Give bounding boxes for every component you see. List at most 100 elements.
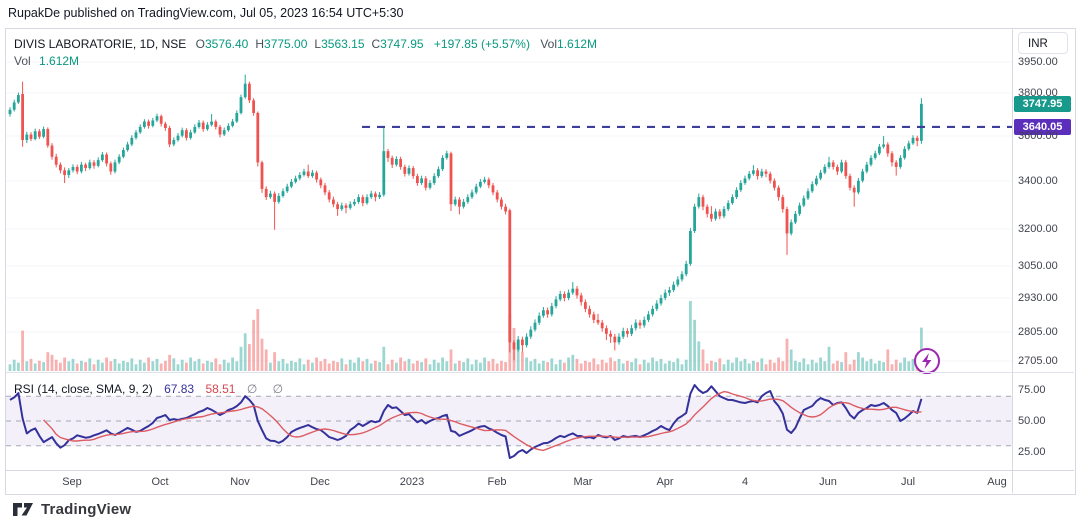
volume-bar	[214, 358, 218, 371]
volume-bar	[344, 364, 348, 371]
volume-bar	[231, 357, 234, 371]
candle-body	[290, 181, 293, 187]
volume-bar	[701, 349, 705, 371]
candle-body	[332, 199, 335, 205]
volume-bar	[621, 363, 625, 371]
volume-bar	[365, 358, 369, 371]
volume-bar	[827, 346, 831, 371]
volume-bar	[836, 360, 839, 371]
volume-bar	[155, 358, 159, 371]
lightning-bolt-icon	[922, 353, 932, 369]
candle-body	[810, 184, 814, 192]
volume-bar	[634, 358, 638, 371]
volume-bar	[38, 360, 41, 371]
candle-body	[621, 331, 625, 337]
volume-bar	[596, 364, 600, 371]
candle-body	[84, 164, 87, 169]
volume-bar	[739, 361, 743, 371]
candle-body	[567, 292, 570, 299]
volume-legend: Vol 1.612M	[14, 54, 79, 68]
symbol-legend: DIVIS LABORATORIE, 1D, NSE O3576.40 H3775…	[14, 37, 604, 51]
attribution-text: RupakDe published on TradingView.com, Ju…	[8, 6, 404, 20]
volume-bar	[605, 362, 608, 371]
volume-bar	[180, 359, 184, 371]
volume-bar	[705, 363, 709, 371]
candle-body	[542, 310, 545, 316]
candle-body	[857, 180, 860, 193]
candle-body	[231, 121, 234, 126]
candle-body	[773, 180, 776, 188]
volume-bar	[773, 362, 776, 371]
candle-body	[920, 103, 923, 141]
candle-body	[80, 164, 83, 172]
rsi-title[interactable]: RSI (14, close, SMA, 9, 2)	[14, 382, 153, 396]
symbol-title[interactable]: DIVIS LABORATORIE, 1D, NSE	[14, 37, 187, 51]
volume-bar	[239, 346, 243, 371]
candle-body	[432, 176, 436, 184]
candle-body	[189, 132, 192, 138]
currency-toggle-button[interactable]: INR	[1018, 32, 1068, 54]
volume-bar	[600, 359, 604, 371]
volume-bar	[911, 358, 915, 371]
candle-body	[525, 336, 528, 346]
volume-legend-label[interactable]: Vol	[14, 54, 31, 68]
pane-separator[interactable]	[6, 372, 1074, 373]
candle-body	[558, 294, 562, 300]
volume-bar	[138, 359, 142, 371]
candle-body	[193, 126, 197, 133]
volume-bar	[579, 363, 583, 371]
candle-body	[508, 210, 512, 343]
price-tick-label: 2930.00	[1018, 292, 1058, 304]
volume-inline-label: Vol	[540, 37, 558, 51]
volume-bar	[852, 359, 856, 371]
volume-bar	[71, 358, 75, 371]
candle-body	[550, 306, 554, 315]
volume-bar	[168, 354, 171, 371]
candle-body	[747, 173, 751, 179]
candle-body	[336, 204, 339, 210]
volume-bar	[609, 357, 612, 371]
candle-body	[92, 162, 96, 166]
volume-bar	[185, 362, 188, 371]
volume-bar	[726, 359, 730, 371]
candle-body	[214, 121, 218, 127]
candle-body	[277, 195, 281, 202]
rsi-value: 67.83	[164, 382, 195, 396]
volume-bar	[894, 359, 898, 371]
candle-body	[739, 183, 743, 191]
candle-body	[176, 135, 180, 141]
candle-body	[348, 204, 352, 208]
price-tick-label: 3950.00	[1018, 56, 1058, 68]
volume-bar	[59, 362, 62, 371]
volume-bar	[592, 358, 596, 371]
candle-body	[420, 178, 423, 184]
ohlc-token: H3775.00	[255, 37, 308, 51]
candle-body	[571, 288, 575, 293]
volume-bar	[470, 364, 474, 371]
candle-body	[369, 193, 373, 198]
volume-bar	[546, 362, 549, 371]
volume-bar	[197, 358, 201, 371]
volume-bar	[390, 359, 394, 371]
volume-bar	[340, 358, 344, 371]
volume-bar	[865, 361, 869, 371]
candle-body	[411, 168, 415, 177]
volume-bar	[172, 358, 176, 371]
volume-bar	[768, 359, 772, 371]
volume-bar	[588, 362, 591, 371]
candle-body	[634, 322, 638, 329]
candle-body	[302, 171, 306, 175]
volume-bar	[113, 358, 117, 371]
candle-body	[273, 193, 276, 202]
volume-bar	[101, 362, 104, 371]
candle-body	[798, 205, 801, 214]
candle-body	[689, 231, 692, 264]
volume-bar	[8, 364, 12, 371]
volume-bar	[752, 360, 755, 371]
candle-body	[390, 157, 394, 165]
candle-body	[483, 179, 486, 182]
volume-bar	[386, 364, 390, 371]
volume-bar	[416, 360, 419, 371]
candle-body	[600, 322, 604, 329]
